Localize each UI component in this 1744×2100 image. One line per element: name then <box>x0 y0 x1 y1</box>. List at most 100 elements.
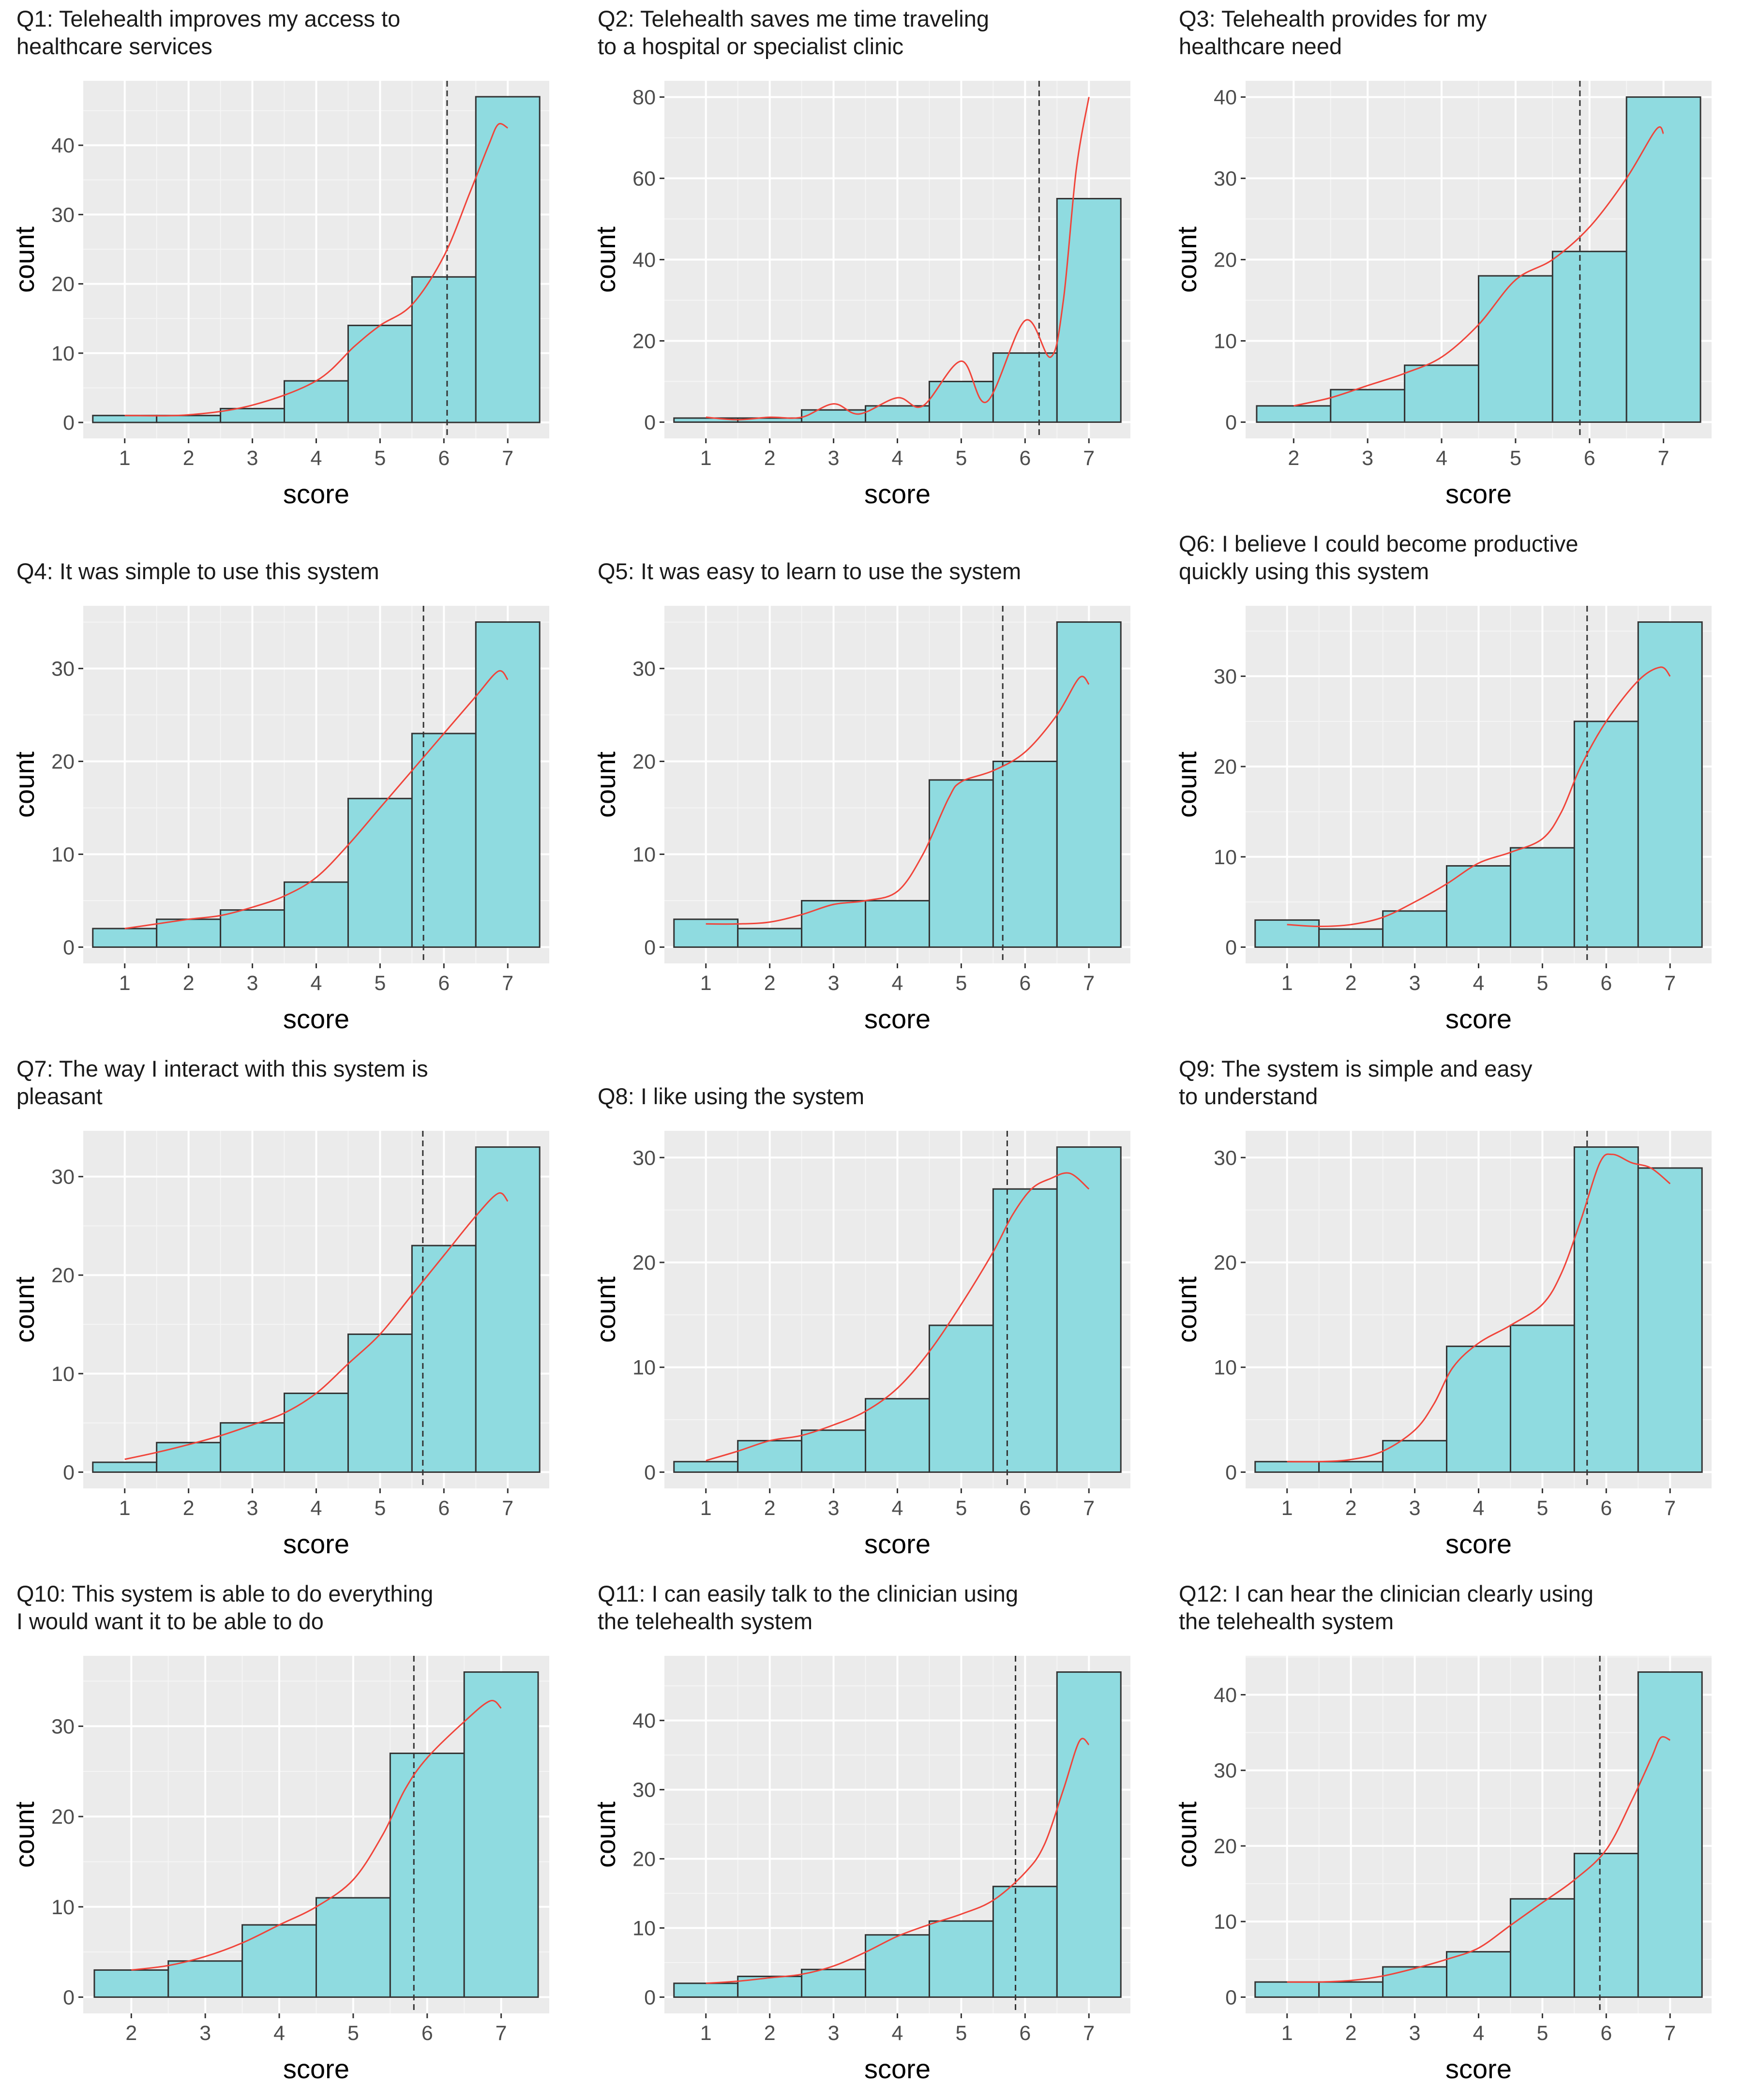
histogram-bar <box>475 1146 541 1473</box>
histogram-bar <box>1573 720 1639 948</box>
chart-title-line: pleasant <box>16 1083 103 1109</box>
histogram-bar <box>1056 198 1122 423</box>
x-tick-label: 7 <box>1664 972 1676 995</box>
histogram-bar <box>673 1982 739 1998</box>
y-tick-label: 0 <box>644 411 656 434</box>
histogram-bar <box>220 407 286 423</box>
y-tick-label: 10 <box>1214 330 1237 353</box>
x-axis-label: score <box>1445 479 1512 509</box>
y-axis-label: count <box>1172 751 1202 818</box>
x-tick-label: 7 <box>502 972 513 995</box>
chart-title-line: Q8: I like using the system <box>598 1083 864 1109</box>
histogram-bar <box>992 1886 1058 1998</box>
chart-panel-12: Q12: I can hear the clinician clearly us… <box>1162 1575 1744 2100</box>
chart-title-line: healthcare services <box>16 33 212 59</box>
y-tick-label: 80 <box>632 86 656 109</box>
chart-title-line: the telehealth system <box>598 1608 812 1634</box>
y-tick-label: 40 <box>632 1710 656 1733</box>
y-tick-label: 10 <box>632 1917 656 1940</box>
histogram-bar <box>1446 1345 1511 1473</box>
chart-svg-12: Q12: I can hear the clinician clearly us… <box>1172 1581 1712 2084</box>
chart-svg-10: Q10: This system is able to do everythin… <box>9 1581 549 2084</box>
density-curve <box>706 1738 1090 1984</box>
x-tick-label: 4 <box>1436 447 1447 470</box>
y-tick-label: 10 <box>632 1356 656 1380</box>
chart-panel-10: Q10: This system is able to do everythin… <box>0 1575 581 2100</box>
x-tick-label: 6 <box>1600 2022 1612 2045</box>
x-tick-label: 5 <box>955 2022 967 2045</box>
x-tick-label: 4 <box>892 2022 903 2045</box>
histogram-bar <box>1637 1671 1703 1998</box>
chart-title-line: Q2: Telehealth saves me time traveling <box>598 6 989 31</box>
x-tick-label: 3 <box>1409 1497 1421 1520</box>
x-tick-label: 1 <box>700 447 712 470</box>
y-tick-label: 0 <box>63 1986 75 2009</box>
x-tick-label: 5 <box>374 447 386 470</box>
y-tick-label: 0 <box>63 411 75 435</box>
chart-svg-5: Q5: It was easy to learn to use the syst… <box>590 558 1130 1034</box>
histogram-bar <box>865 900 930 948</box>
y-tick-label: 10 <box>51 342 75 365</box>
y-tick-label: 10 <box>1214 1910 1237 1934</box>
chart-title-line: quickly using this system <box>1179 558 1429 584</box>
x-tick-label: 6 <box>1019 2022 1031 2045</box>
x-tick-label: 6 <box>438 972 450 995</box>
chart-title-line: to understand <box>1179 1083 1318 1109</box>
x-tick-label: 5 <box>955 447 967 470</box>
y-tick-label: 20 <box>632 750 656 774</box>
x-tick-label: 2 <box>1345 972 1357 995</box>
histogram-bar <box>865 405 930 423</box>
histogram-bar <box>220 909 286 948</box>
histogram-bar <box>992 1188 1058 1473</box>
chart-svg-8: Q8: I like using the system 0 10 20 30 1 2 3 4 5 6… <box>590 1083 1130 1559</box>
histogram-bar <box>1509 1898 1575 1998</box>
x-tick-label: 1 <box>1281 972 1293 995</box>
y-tick-label: 20 <box>1214 755 1237 779</box>
y-tick-label: 10 <box>1214 846 1237 869</box>
x-tick-label: 7 <box>1083 2022 1095 2045</box>
x-tick-label: 3 <box>828 972 840 995</box>
y-tick-label: 10 <box>51 843 75 866</box>
x-tick-label: 2 <box>183 972 195 995</box>
histogram-bar <box>1478 275 1553 423</box>
histogram-bar <box>241 1924 317 1998</box>
x-tick-label: 5 <box>1536 972 1548 995</box>
x-tick-label: 1 <box>119 1497 131 1520</box>
x-tick-label: 4 <box>892 972 903 995</box>
y-axis-label: count <box>9 751 40 818</box>
x-tick-label: 2 <box>764 2022 776 2045</box>
histogram-bar <box>992 761 1058 948</box>
chart-panel-6: Q6: I believe I could become productive … <box>1162 525 1744 1050</box>
x-axis-label: score <box>864 479 931 509</box>
histogram-bar <box>1056 621 1122 948</box>
chart-title-line: Q3: Telehealth provides for my <box>1179 6 1487 31</box>
y-tick-label: 40 <box>1214 86 1237 109</box>
histogram-bar <box>156 1441 222 1473</box>
chart-panel-1: Q1: Telehealth improves my access to hea… <box>0 0 581 525</box>
histogram-bar <box>1318 1981 1384 1998</box>
x-tick-label: 1 <box>700 1497 712 1520</box>
y-tick-label: 0 <box>1225 411 1237 434</box>
x-axis-label: score <box>864 1004 931 1034</box>
chart-svg-7: Q7: The way I interact with this system … <box>9 1056 549 1559</box>
y-axis-label: count <box>1172 1276 1202 1343</box>
x-axis-label: score <box>864 2054 931 2084</box>
x-axis-label: score <box>864 1529 931 1559</box>
density-curve <box>131 1700 502 1971</box>
x-tick-label: 6 <box>421 2022 433 2045</box>
y-tick-label: 40 <box>51 134 75 157</box>
histogram-bar <box>928 779 994 948</box>
y-tick-label: 30 <box>1214 665 1237 689</box>
x-tick-label: 3 <box>828 1497 840 1520</box>
chart-svg-3: Q3: Telehealth provides for my healthcar… <box>1172 6 1712 509</box>
x-tick-label: 5 <box>374 972 386 995</box>
histogram-bar <box>1625 96 1701 423</box>
chart-svg-2: Q2: Telehealth saves me time traveling t… <box>590 6 1130 509</box>
x-tick-label: 5 <box>1536 2022 1548 2045</box>
y-tick-label: 0 <box>63 1461 75 1484</box>
chart-title-line: Q11: I can easily talk to the clinician … <box>598 1581 1018 1606</box>
histogram-bar <box>673 1461 739 1473</box>
x-tick-label: 3 <box>1409 972 1421 995</box>
chart-title-line: Q4: It was simple to use this system <box>16 558 379 584</box>
